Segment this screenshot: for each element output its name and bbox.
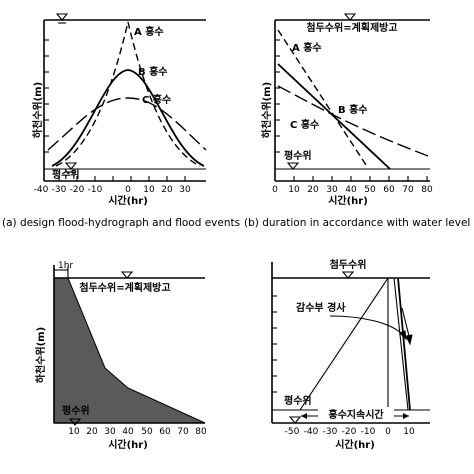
panel-b-top-water-marker <box>343 13 357 21</box>
panel-a-curve-c <box>47 97 207 151</box>
panel-c-x-tick-label: 70 <box>177 427 189 437</box>
panel-a-x-ticks <box>58 176 186 181</box>
panel-c-low-level-label: 평수위 <box>62 404 90 417</box>
panel-b-x-tick-label: 80 <box>421 185 433 195</box>
panel-d-duration-label: 홍수지속시간 <box>328 408 384 421</box>
panel-d-x-tick-label: -40 <box>304 427 319 437</box>
panel-d-low-level-label: 평수위 <box>284 394 312 407</box>
panel-c-x-tick-label: 50 <box>141 427 153 437</box>
panel-b-label-b: B 홍수 <box>338 103 368 116</box>
panel-b-x-tick-labels: 0 10 20 30 40 50 60 70 80 <box>272 185 433 195</box>
panel-b-x-tick-label: 30 <box>326 185 338 195</box>
panel-a-x-tick-labels: -40 -30 -20 -10 0 10 20 30 <box>34 185 191 195</box>
panel-b-x-tick-label: 50 <box>364 185 376 195</box>
panel-b-x-tick-label: 70 <box>402 185 414 195</box>
panel-d-slope-arrow <box>329 315 405 337</box>
panel-c-x-tick-labels: 10 20 30 40 50 60 70 80 <box>68 427 207 437</box>
panel-d-x-label: 시간(hr) <box>335 438 375 451</box>
panel-a-label-c: C 홍수 <box>142 93 171 106</box>
panel-b-x-tick-label: 20 <box>307 185 319 195</box>
panel-d-x-tick-label: -20 <box>342 427 357 437</box>
panel-a-label-b: B 홍수 <box>138 65 168 78</box>
panel-b-x-tick-label: 10 <box>288 185 300 195</box>
panel-d-x-tick-label: -30 <box>323 427 338 437</box>
panel-b-label-c: C 홍수 <box>290 118 319 131</box>
panel-a-y-label: 하천수위(m) <box>31 82 44 138</box>
panel-b-x-tick-label: 0 <box>272 185 278 195</box>
panel-a-x-tick-label: 30 <box>179 185 191 195</box>
panel-b-curve-a <box>277 29 369 169</box>
panel-d-x-tick-label: -50 <box>285 427 300 437</box>
panel-c-x-tick-label: 30 <box>104 427 116 437</box>
caption-b: (b) duration in accordance with water le… <box>244 217 470 229</box>
panel-b-label-a: A 홍수 <box>292 41 322 54</box>
panel-d-x-tick-labels: -50 -40 -30 -20 -10 0 10 <box>285 427 415 437</box>
panel-c-x-tick-label: 60 <box>159 427 171 437</box>
panel-d-x-tick-label: -10 <box>361 427 376 437</box>
panel-a: A 홍수 B 홍수 C 홍수 평수위 하천수위(m) -40 -30 -20 -… <box>31 13 207 207</box>
panel-a-x-tick-label: -40 <box>34 185 49 195</box>
panel-d-low-water-marker <box>288 416 302 424</box>
panel-a-low-water-marker <box>64 162 78 170</box>
panel-b-y-label: 하천수위(m) <box>260 82 273 138</box>
panel-b-x-label: 시간(hr) <box>328 194 368 207</box>
panel-a-x-label: 시간(hr) <box>108 194 148 207</box>
panel-d: 첨두수위 평수위 감수부 경사 홍수지속시간 -50 -40 -30 -20 -… <box>271 258 430 451</box>
panel-c-hr-mark: 1hr <box>58 261 73 271</box>
panel-a-x-tick-label: -10 <box>88 185 103 195</box>
panel-c-x-tick-label: 10 <box>68 427 80 437</box>
panel-b-y-ticks <box>275 39 280 153</box>
panel-a-curve-a <box>55 21 201 167</box>
panel-d-top-water-marker <box>341 271 355 279</box>
panel-b-curve-c <box>277 85 429 157</box>
panel-c-top-label: 첨두수위=계획제방고 <box>79 281 170 294</box>
panel-c-x-tick-label: 20 <box>86 427 98 437</box>
panel-d-top-label: 첨두수위 <box>330 258 367 271</box>
panel-d-rising-limb <box>299 277 389 411</box>
panel-b-x-tick-label: 60 <box>383 185 395 195</box>
panel-a-low-level-label: 평수위 <box>52 168 80 181</box>
panel-d-slope-label: 감수부 경사 <box>296 301 346 314</box>
panel-c-x-tick-label: 80 <box>195 427 207 437</box>
panel-d-y-ticks <box>272 295 277 393</box>
panel-c-duration-area <box>53 277 206 424</box>
panel-b-top-label: 첨두수위=계획제방고 <box>306 21 397 34</box>
panel-b-low-level-label: 평수위 <box>284 149 312 162</box>
panel-d-recession-line <box>393 277 409 411</box>
panel-a-x-tick-label: 10 <box>143 185 155 195</box>
panel-a-x-tick-label: -30 <box>52 185 67 195</box>
panel-a-top-water-marker <box>55 13 69 21</box>
panel-c-x-tick-label: 40 <box>122 427 134 437</box>
panel-b-curve-b <box>277 63 391 170</box>
panel-a-x-tick-label: 0 <box>125 185 131 195</box>
panel-a-x-tick-label: -20 <box>70 185 85 195</box>
panel-c-x-label: 시간(hr) <box>108 438 148 451</box>
panel-b: 첨두수위=계획제방고 A 홍수 B 홍수 C 홍수 평수위 하천수위(m) 0 … <box>260 13 433 207</box>
panel-a-curve-b <box>51 69 205 167</box>
panel-d-x-tick-label: 10 <box>403 427 415 437</box>
panel-a-label-a: A 홍수 <box>134 25 164 38</box>
panel-c-top-water-marker <box>120 271 134 279</box>
panel-c: 1hr 첨두수위=계획제방고 평수위 하천수위(m) 10 20 30 40 5… <box>34 261 207 451</box>
panel-b-x-ticks <box>293 176 428 181</box>
panel-a-x-tick-label: 20 <box>161 185 173 195</box>
panel-d-duration-label-bg <box>318 407 394 420</box>
panel-b-x-tick-label: 40 <box>345 185 357 195</box>
panel-a-y-ticks <box>44 39 49 153</box>
caption-a: (a) design flood-hydrograph and flood ev… <box>2 217 240 229</box>
panel-b-low-water-marker <box>286 162 300 170</box>
panel-c-y-label: 하천수위(m) <box>34 327 47 383</box>
panel-d-recession-limb <box>397 277 411 411</box>
panel-d-x-tick-label: 0 <box>385 427 391 437</box>
panel-c-low-water-marker <box>68 418 82 426</box>
